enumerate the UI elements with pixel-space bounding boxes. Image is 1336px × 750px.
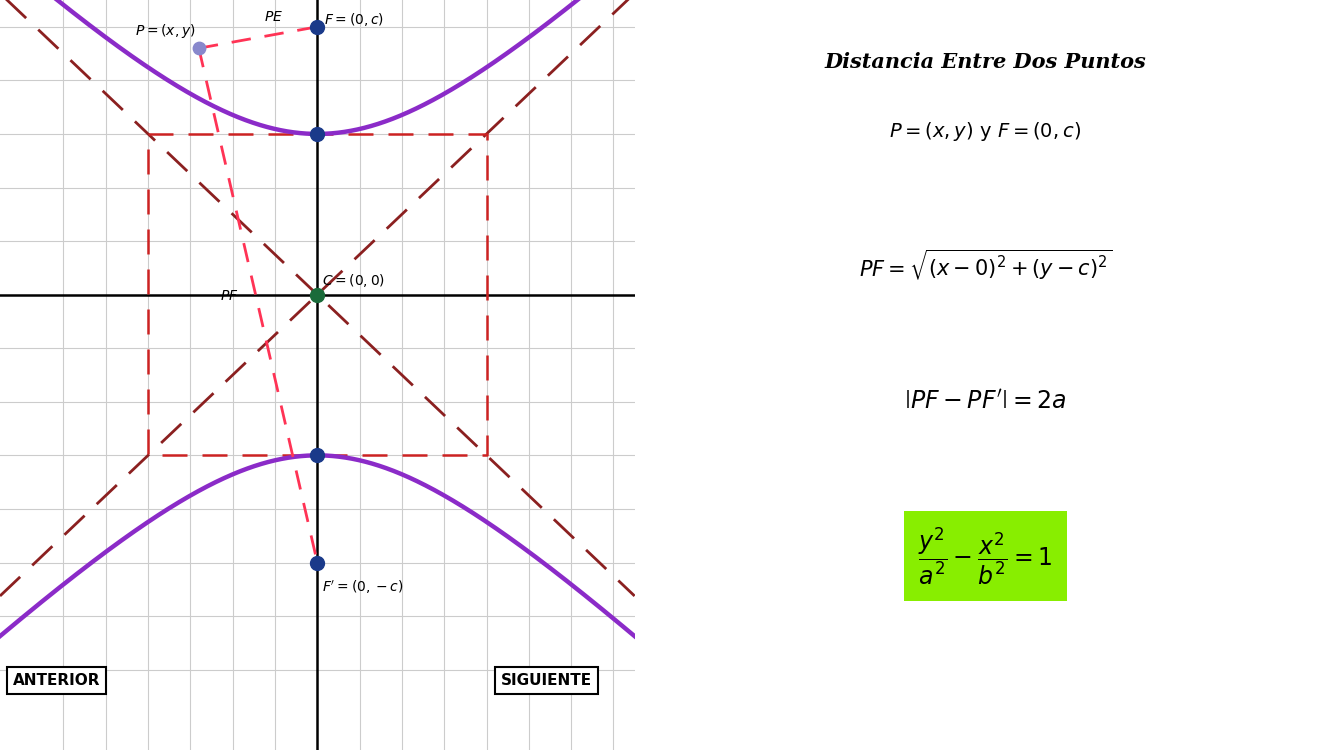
Text: $\dfrac{y^2}{a^2} - \dfrac{x^2}{b^2} = 1$: $\dfrac{y^2}{a^2} - \dfrac{x^2}{b^2} = 1… <box>918 525 1053 587</box>
Text: $PF = \sqrt{(x - 0)^2 + (y - c)^2}$: $PF = \sqrt{(x - 0)^2 + (y - c)^2}$ <box>859 248 1112 282</box>
Text: Distancia Entre Dos Puntos: Distancia Entre Dos Puntos <box>824 53 1146 73</box>
Text: $PF$: $PF$ <box>220 289 239 303</box>
Point <box>188 42 210 54</box>
Text: $P = (x, y)$: $P = (x, y)$ <box>135 22 196 40</box>
Point <box>307 449 329 461</box>
Text: $P = (x, y)\ \mathrm{y}\ F = (0, c)$: $P = (x, y)\ \mathrm{y}\ F = (0, c)$ <box>890 120 1081 143</box>
Point <box>307 21 329 33</box>
Text: $PE$: $PE$ <box>265 10 283 25</box>
Text: ANTERIOR: ANTERIOR <box>13 673 100 688</box>
Text: $C = (0, 0)$: $C = (0, 0)$ <box>322 272 386 289</box>
Point <box>307 128 329 140</box>
Text: $F' = (0, -c)$: $F' = (0, -c)$ <box>322 579 403 596</box>
Point <box>307 289 329 301</box>
Text: $F = (0, c)$: $F = (0, c)$ <box>323 11 383 28</box>
Text: SIGUIENTE: SIGUIENTE <box>501 673 592 688</box>
Text: $\left|PF - PF'\right| = 2a$: $\left|PF - PF'\right| = 2a$ <box>904 390 1066 414</box>
Point <box>307 556 329 568</box>
